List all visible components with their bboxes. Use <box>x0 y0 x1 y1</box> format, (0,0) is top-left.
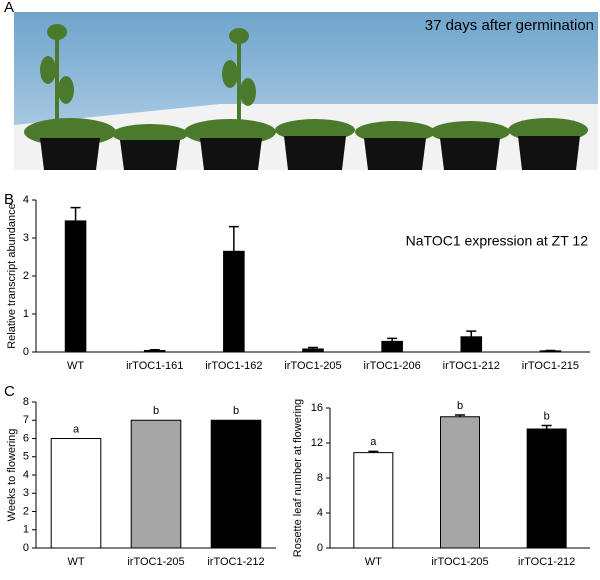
bar <box>130 419 182 549</box>
y-tick-label: 3 <box>23 232 29 244</box>
bar <box>302 348 324 353</box>
x-tick-label: irTOC1-162 <box>205 360 262 372</box>
pots <box>40 136 580 170</box>
photo: 37 days after germination <box>14 12 598 170</box>
y-tick-label: 2 <box>23 270 29 282</box>
x-tick-label: irTOC1-205 <box>431 556 488 568</box>
error-bar <box>541 424 552 429</box>
x-tick-label: WT <box>67 360 84 372</box>
y-tick-label: 8 <box>317 472 323 484</box>
error-bar <box>70 206 81 221</box>
y-axis-label: Weeks to flowering <box>6 429 18 522</box>
significance-letter: b <box>544 410 550 422</box>
bar <box>64 220 87 353</box>
x-tick-label: irTOC1-212 <box>443 360 500 372</box>
y-tick-label: 0 <box>23 346 29 358</box>
error-bar <box>455 414 465 417</box>
significance-letter: a <box>73 423 80 435</box>
y-axis-label: Rosette leaf number at flowering <box>292 399 304 557</box>
significance-letter: b <box>457 400 463 412</box>
y-tick-label: 6 <box>23 432 29 444</box>
panel-label: B <box>4 191 14 208</box>
significance-letter: a <box>370 436 377 448</box>
y-tick-label: 7 <box>23 414 29 426</box>
bar <box>526 428 567 549</box>
error-bar <box>387 337 398 342</box>
y-tick-label: 4 <box>23 469 29 481</box>
y-tick-label: 3 <box>23 487 29 499</box>
bar <box>460 336 483 353</box>
y-tick-label: 1 <box>23 308 29 320</box>
error-bar <box>308 346 318 349</box>
error-bar <box>368 450 379 453</box>
photo-caption: 37 days after germination <box>425 17 594 34</box>
x-tick-label: irTOC1-212 <box>207 556 264 568</box>
x-tick-label: irTOC1-215 <box>522 360 579 372</box>
significance-letter: b <box>233 405 239 417</box>
bar <box>381 340 403 353</box>
bar <box>353 452 394 549</box>
y-tick-label: 0 <box>317 542 323 554</box>
x-tick-label: irTOC1-206 <box>364 360 421 372</box>
y-tick-label: 8 <box>23 396 29 408</box>
y-tick-label: 2 <box>23 505 29 517</box>
x-tick-label: irTOC1-161 <box>126 360 183 372</box>
y-tick-label: 0 <box>23 542 29 554</box>
panel-label: A <box>4 0 14 16</box>
bar <box>210 419 262 549</box>
error-bar <box>228 225 239 252</box>
y-axis-label: Relative transcript abundance <box>6 203 18 349</box>
panel-label: C <box>4 383 15 400</box>
y-tick-label: 1 <box>23 524 29 536</box>
chart-title: NaTOC1 expression at ZT 12 <box>406 233 589 249</box>
y-tick-label: 5 <box>23 451 29 463</box>
x-tick-label: WT <box>365 556 382 568</box>
bar <box>223 250 245 353</box>
y-tick-label: 4 <box>317 507 323 519</box>
y-tick-label: 4 <box>23 194 29 206</box>
bar <box>440 416 480 549</box>
y-tick-label: 16 <box>311 402 323 414</box>
significance-letter: b <box>153 405 159 417</box>
bar <box>143 349 166 353</box>
error-bar <box>466 330 477 337</box>
plants <box>24 24 588 146</box>
x-tick-label: irTOC1-205 <box>127 556 184 568</box>
x-tick-label: WT <box>67 556 84 568</box>
bar <box>50 438 102 549</box>
y-tick-label: 12 <box>311 437 323 449</box>
x-tick-label: irTOC1-212 <box>518 556 575 568</box>
error-bar <box>149 348 160 351</box>
x-tick-label: irTOC1-205 <box>284 360 341 372</box>
